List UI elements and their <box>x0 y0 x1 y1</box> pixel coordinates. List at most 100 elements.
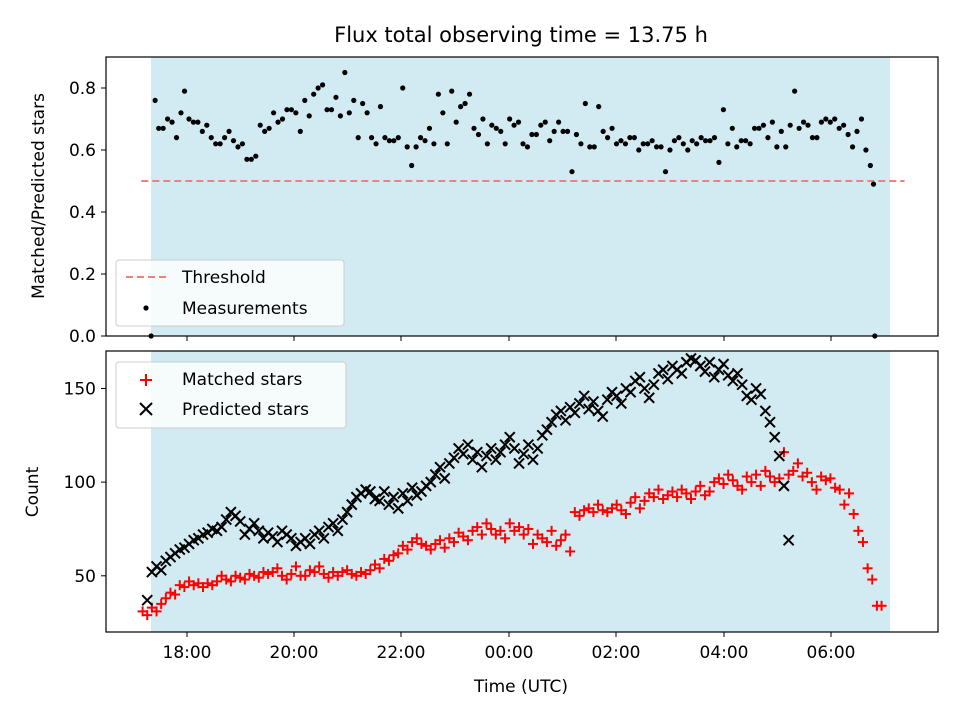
matched-star-point <box>811 484 822 495</box>
matched-star-point <box>792 458 803 469</box>
measurement-point <box>751 125 758 131</box>
matched-star-point <box>876 600 887 611</box>
predicted-star-point <box>648 379 660 391</box>
predicted-star-point <box>569 407 581 419</box>
legend-matched-label: Matched stars <box>182 370 302 390</box>
matched-star-point <box>579 505 590 516</box>
x-axis-label: Time (UTC) <box>473 677 568 697</box>
matched-star-point <box>820 475 831 486</box>
predicted-star-point <box>708 371 720 383</box>
predicted-star-point <box>438 472 451 485</box>
measurement-point <box>796 125 802 131</box>
measurement-point <box>458 104 464 110</box>
matched-star-point <box>551 540 562 551</box>
matched-star-point <box>690 486 701 497</box>
predicted-star-point <box>731 367 744 380</box>
measurement-point <box>270 110 277 116</box>
predicted-star-point <box>285 532 298 545</box>
matched-star-point <box>667 486 678 497</box>
predicted-star-point <box>341 506 353 518</box>
predicted-star-point <box>657 364 669 376</box>
predicted-star-point <box>397 487 409 500</box>
measurement-point <box>711 135 718 141</box>
matched-star-point <box>593 499 604 510</box>
measurement-point <box>190 119 197 125</box>
measurement-point <box>368 135 375 141</box>
matched-star-point <box>393 548 404 559</box>
bottom-y-tick-label: 100 <box>64 473 96 493</box>
measurement-point <box>165 116 171 122</box>
predicted-star-point <box>587 395 600 408</box>
bottom-legend: Matched stars Predicted stars <box>115 361 347 429</box>
measurement-point <box>849 144 856 150</box>
measurement-point <box>382 135 388 141</box>
matched-star-point <box>165 587 176 598</box>
measurement-point <box>765 135 771 141</box>
predicted-star-point <box>527 453 539 466</box>
predicted-star-point <box>764 416 776 428</box>
matched-star-point <box>825 473 836 484</box>
matched-star-point <box>802 467 813 478</box>
measurement-point <box>636 147 642 153</box>
measurement-point <box>676 135 682 141</box>
matched-star-point <box>630 492 641 503</box>
matched-star-point <box>639 495 650 506</box>
matched-star-point <box>202 578 213 589</box>
predicted-star-point <box>504 431 516 443</box>
matched-star-point <box>346 568 357 579</box>
measurement-point <box>814 135 820 141</box>
measurement-point <box>226 128 232 134</box>
measurement-point <box>618 138 624 144</box>
predicted-star-point <box>759 405 772 417</box>
measurement-point <box>502 141 508 147</box>
predicted-star-point <box>318 532 330 545</box>
matched-star-point <box>486 523 497 534</box>
bottom-plot-frame <box>105 350 939 633</box>
measurement-point <box>160 125 166 131</box>
measurement-point <box>658 144 664 150</box>
top-y-tick-label: 0.4 <box>69 203 96 223</box>
matched-star-point <box>472 522 483 533</box>
measurement-point <box>680 141 686 147</box>
predicted-star-point <box>499 438 511 451</box>
predicted-star-point <box>517 448 530 460</box>
predicted-star-point <box>383 498 395 511</box>
measurement-point <box>600 128 606 134</box>
matched-star-point <box>765 471 776 482</box>
predicted-star-point <box>662 373 674 385</box>
measurement-point <box>800 119 807 125</box>
matched-star-point <box>611 499 622 510</box>
matched-star-point <box>830 482 841 493</box>
predicted-star-point <box>471 446 483 458</box>
measurement-point <box>738 138 744 144</box>
predicted-star-point <box>304 538 316 550</box>
matched-star-point <box>388 550 399 561</box>
measurement-point <box>823 116 829 122</box>
measurement-point <box>787 122 793 128</box>
predicted-star-point <box>778 480 790 492</box>
predicted-star-point <box>364 485 377 498</box>
matched-star-point <box>379 553 390 564</box>
matched-star-point <box>546 525 557 536</box>
bottom-y-tick-label: 150 <box>64 379 96 399</box>
measurement-point <box>342 69 348 76</box>
predicted-star-point <box>462 438 474 451</box>
predicted-star-point <box>155 564 167 576</box>
measurement-point <box>605 135 611 141</box>
matched-star-point <box>402 544 413 555</box>
matched-star-point <box>323 572 334 583</box>
measurement-point <box>493 125 499 131</box>
predicted-star-point <box>555 405 567 417</box>
predicted-star-point <box>457 448 469 460</box>
matched-star-point <box>625 497 636 508</box>
measurement-point <box>556 119 562 125</box>
x-tick-label: 04:00 <box>700 643 749 663</box>
measurement-point <box>409 162 415 169</box>
matched-star-point <box>425 544 436 555</box>
matched-star-point <box>225 576 236 587</box>
measurement-point <box>489 122 495 128</box>
matched-star-point <box>374 563 385 574</box>
measurement-point <box>551 128 557 134</box>
matched-star-point <box>755 480 766 491</box>
matched-star-point <box>258 567 269 578</box>
